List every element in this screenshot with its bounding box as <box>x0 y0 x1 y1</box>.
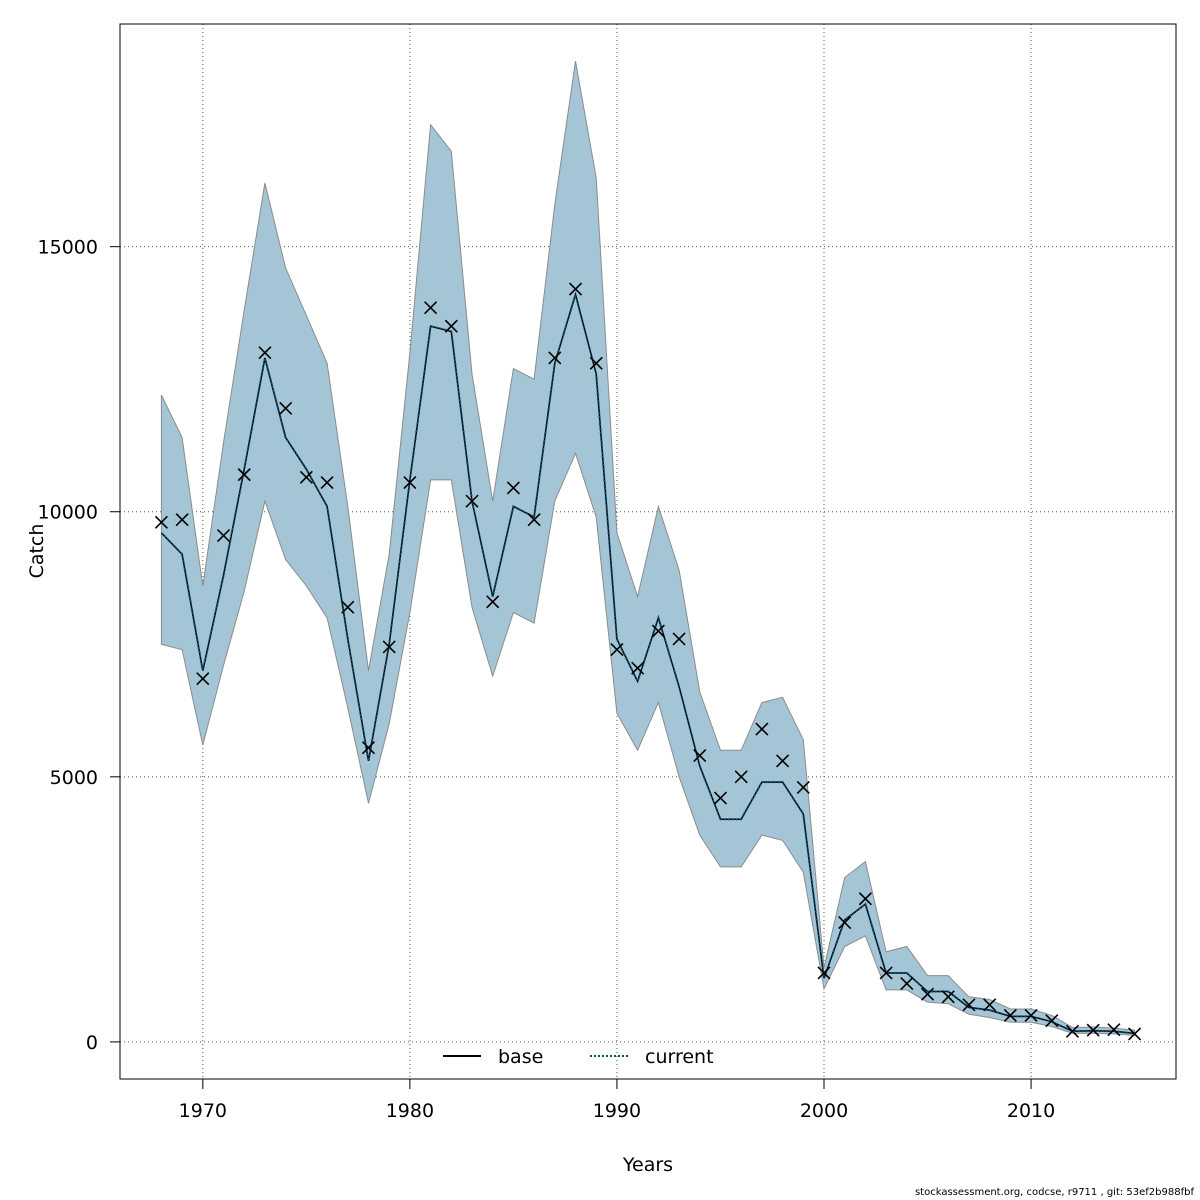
observed-point <box>258 346 272 360</box>
observed-point <box>506 481 520 495</box>
observed-point <box>755 722 769 736</box>
observed-point <box>465 494 479 508</box>
observed-point <box>920 987 935 1001</box>
observed-point <box>548 351 562 365</box>
observed-point <box>589 356 603 370</box>
observed-point <box>237 468 251 482</box>
observed-point <box>713 791 728 805</box>
observed-point <box>279 401 293 415</box>
observed-point <box>1107 1023 1121 1037</box>
observed-point <box>817 966 831 980</box>
observed-point <box>424 301 438 315</box>
observed-point <box>196 672 210 686</box>
observed-point <box>776 754 790 768</box>
observed-point <box>1128 1027 1142 1041</box>
y-tick-label: 5000 <box>50 767 98 789</box>
observed-point <box>341 600 355 614</box>
x-tick-label: 2010 <box>1007 1100 1055 1122</box>
observed-point <box>1045 1014 1059 1028</box>
observed-point <box>175 513 189 527</box>
y-axis: 0 5000 10000 15000 <box>38 237 120 1054</box>
observed-point <box>900 977 914 991</box>
observed-point <box>216 529 231 543</box>
legend: base current <box>443 1046 714 1068</box>
x-tick-label: 1990 <box>593 1100 641 1122</box>
observed-point <box>1065 1024 1080 1038</box>
observed-point <box>610 643 624 657</box>
observed-point <box>486 595 500 609</box>
y-tick-label: 10000 <box>38 502 98 524</box>
observed-point <box>568 282 583 296</box>
footer-text: stockassessment.org, codcse, r9711 , git… <box>914 1187 1194 1198</box>
observed-point <box>1086 1023 1100 1037</box>
current-series-line <box>160 290 1135 1035</box>
legend-label: base <box>498 1046 543 1068</box>
observed-markers <box>154 282 1142 1041</box>
legend-label: current <box>645 1046 714 1068</box>
x-tick-label: 1980 <box>386 1100 434 1122</box>
observed-point <box>299 470 313 484</box>
y-tick-label: 15000 <box>38 237 98 259</box>
y-tick-label: 0 <box>86 1032 98 1054</box>
observed-point <box>796 780 810 794</box>
observed-point <box>382 640 396 654</box>
y-axis-title: Catch <box>26 524 48 579</box>
observed-point <box>631 661 645 675</box>
x-axis-title: Years <box>622 1154 673 1176</box>
plot-frame <box>119 23 1177 1080</box>
observed-point <box>672 632 686 646</box>
observed-point <box>651 624 665 638</box>
x-tick-label: 1970 <box>179 1100 227 1122</box>
observed-point <box>444 319 458 333</box>
observed-point <box>403 476 417 490</box>
observed-point <box>361 741 376 755</box>
observed-point <box>320 476 334 490</box>
confidence-band <box>160 61 1136 1037</box>
observed-point <box>983 998 997 1012</box>
observed-point <box>858 892 872 906</box>
observed-point <box>154 515 168 529</box>
observed-point <box>879 966 893 980</box>
observed-point <box>1003 1008 1017 1022</box>
observed-point <box>693 749 707 763</box>
observed-point <box>734 770 748 784</box>
observed-point <box>527 513 541 527</box>
x-axis: 1970 1980 1990 2000 2010 <box>179 1079 1055 1122</box>
x-tick-label: 2000 <box>800 1100 848 1122</box>
observed-point <box>962 998 976 1012</box>
observed-point <box>1024 1008 1038 1022</box>
observed-point <box>941 990 955 1004</box>
observed-point <box>838 916 852 930</box>
